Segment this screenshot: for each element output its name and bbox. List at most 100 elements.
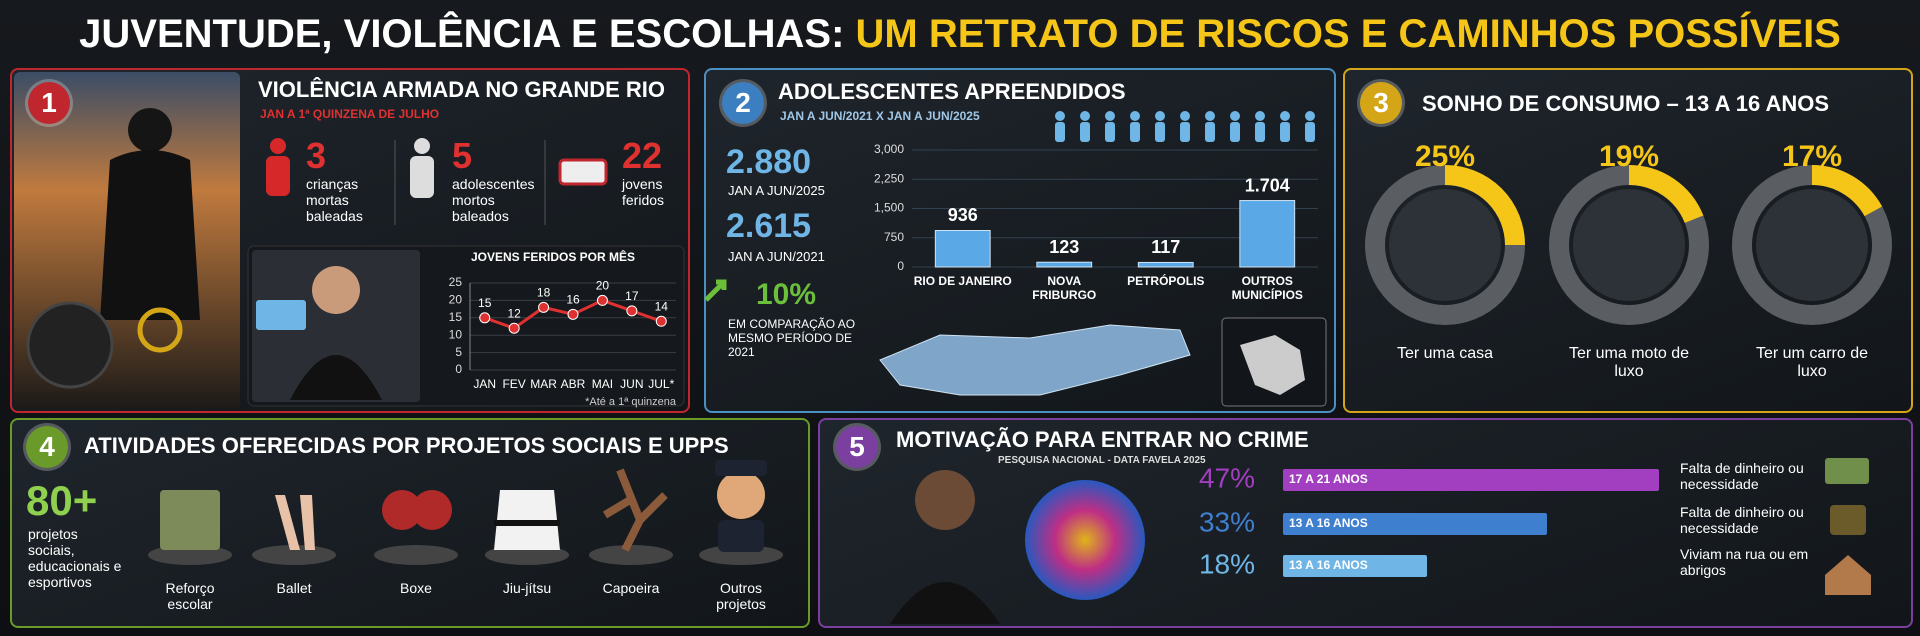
stat-label: jovens feridos (622, 176, 665, 209)
stat-label: JAN A JUN/2021 (728, 249, 825, 264)
y-tick-label: 5 (455, 345, 462, 359)
icon-wallet (1830, 505, 1866, 535)
note: *Até a 1ª quinzena (585, 396, 677, 408)
panel-subtitle: PESQUISA NACIONAL - DATA FAVELA 2025 (998, 455, 1206, 466)
point (596, 294, 608, 306)
icon-house (1825, 555, 1871, 595)
donut-image (1389, 189, 1501, 301)
value-label: 15 (478, 296, 492, 310)
icon-money (1825, 458, 1869, 484)
category-label: Ter uma casa (1396, 345, 1494, 362)
value-label: 936 (948, 205, 978, 225)
y-tick-label: 750 (884, 230, 904, 244)
x-tick-label: MAI (592, 377, 613, 391)
badge: 5 (836, 426, 878, 468)
value-label: 18% (1199, 548, 1255, 579)
photo (252, 250, 420, 402)
x-tick-label: JAN (473, 377, 496, 391)
x-tick-label: ABR (561, 377, 586, 391)
stat-value: 10% (756, 278, 817, 311)
donut-image (1756, 189, 1868, 301)
activity-label: Jiu-jítsu (502, 580, 552, 596)
title: JUVENTUDE, VIOLÊNCIA E ESCOLHAS: (79, 12, 845, 56)
x-tick-label: OUTROS MUNICÍPIOS (1231, 274, 1303, 302)
person-head (128, 108, 172, 152)
icon-teen (414, 138, 430, 154)
badge: 4 (26, 426, 68, 468)
activity-label: Ballet (276, 580, 312, 596)
icon-bed (558, 158, 608, 186)
x-tick-label: FEV (502, 377, 525, 391)
donut-arc (1628, 165, 1704, 224)
value-label: 47% (1199, 462, 1255, 493)
title-highlight: UM RETRATO DE RISCOS E CAMINHOS POSSÍVEI… (855, 12, 1841, 56)
stat-label: adolescentes mortos baleados (452, 176, 535, 225)
icon-child (270, 138, 286, 154)
value-label: 1.704 (1245, 175, 1290, 195)
x-tick-label: RIO DE JANEIRO (913, 274, 1012, 288)
bar (1283, 555, 1427, 577)
stat-label: crianças mortas baleadas (306, 176, 363, 225)
value-label: 14 (655, 299, 669, 313)
map (879, 324, 1191, 396)
helmet (26, 301, 114, 389)
arrow-up (704, 279, 727, 302)
value-label: 20 (596, 279, 610, 293)
x-tick-label: PETRÓPOLIS (1127, 274, 1205, 288)
stat-value: 3 (306, 135, 327, 176)
description: Falta de dinheiro ou necessidade (1680, 504, 1804, 537)
value-label: 123 (1049, 237, 1079, 257)
value-label: 17% (1782, 140, 1842, 173)
x-tick-label: JUL* (648, 377, 674, 391)
x-tick-label: JUN (620, 377, 643, 391)
bar-label: 13 A 16 ANOS (1289, 558, 1368, 572)
map-brazil (1240, 335, 1305, 395)
panel-title: ATIVIDADES OFERECIDAS POR PROJETOS SOCIA… (84, 433, 729, 458)
value-label: 12 (507, 306, 521, 320)
value-label: 33% (1199, 506, 1255, 537)
stat-value: 2.880 (726, 143, 812, 181)
boy-body (290, 355, 382, 400)
bar (1036, 261, 1093, 268)
panel-subtitle: JAN A JUN/2021 X JAN A JUN/2025 (780, 109, 980, 123)
person-body (100, 150, 200, 320)
bar (1283, 513, 1547, 535)
y-tick-label: 25 (449, 275, 463, 289)
activity-label: Boxe (400, 580, 432, 596)
stat-label: EM COMPARAÇÃO AO MESMO PERÍODO DE 2021 (728, 317, 856, 359)
panel-subtitle: JAN A 1ª QUINZENA DE JULHO (260, 107, 440, 121)
description: Falta de dinheiro ou necessidade (1680, 460, 1804, 493)
value-label: 25% (1415, 140, 1475, 173)
header: JUVENTUDE, VIOLÊNCIA E ESCOLHAS: UM RETR… (0, 12, 1920, 56)
brain (1025, 480, 1145, 600)
watch (137, 307, 183, 353)
y-tick-label: 20 (449, 293, 463, 307)
value-label: 17 (625, 289, 639, 303)
donut-arc (1811, 165, 1883, 217)
y-tick-label: 1,500 (874, 201, 904, 215)
donut-arc (1444, 165, 1525, 246)
bar-label: 17 A 21 ANOS (1289, 472, 1368, 486)
panel-title: SONHO DE CONSUMO – 13 A 16 ANOS (1422, 91, 1830, 116)
y-tick-label: 0 (897, 259, 904, 273)
activity-icons (148, 460, 783, 565)
youth-face (915, 470, 975, 530)
y-tick-label: 15 (449, 310, 463, 324)
category-label: Ter uma moto de luxo (1568, 345, 1690, 381)
value-label: 117 (1151, 237, 1180, 257)
people-icons (1055, 111, 1315, 142)
value-label: 16 (566, 292, 580, 306)
y-tick-label: 0 (455, 362, 462, 376)
panel-title: ADOLESCENTES APREENDIDOS (778, 79, 1126, 104)
point (567, 308, 579, 320)
value-label: 19% (1599, 140, 1659, 173)
bar (1137, 261, 1194, 268)
point (655, 315, 667, 327)
badge: 1 (28, 82, 70, 124)
point (479, 312, 491, 324)
money (256, 300, 306, 330)
icon-teen (410, 156, 434, 198)
highlight-label: projetos sociais, educacionais e esporti… (28, 526, 122, 591)
panel-title: VIOLÊNCIA ARMADA NO GRANDE RIO (258, 77, 665, 102)
